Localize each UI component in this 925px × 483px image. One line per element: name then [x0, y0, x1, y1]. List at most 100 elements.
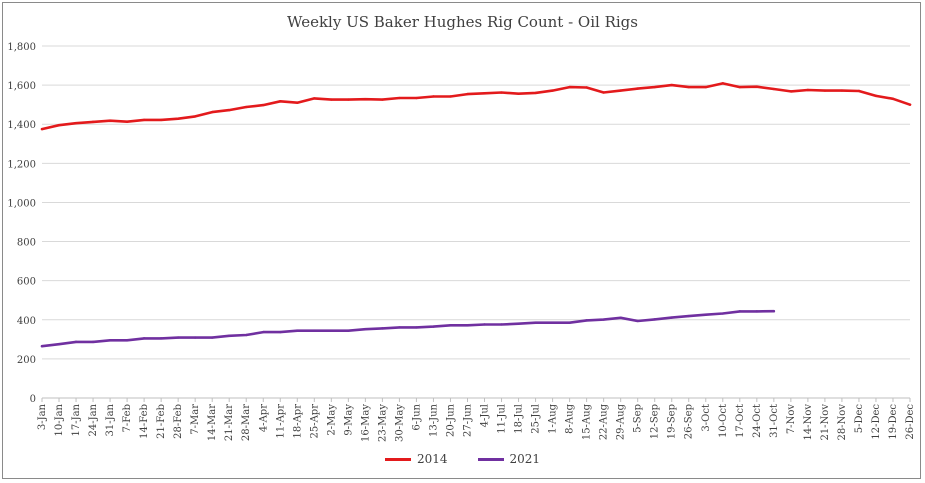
y-tick-label: 800 — [17, 238, 36, 249]
x-tick-label: 31-Jan — [105, 403, 116, 436]
data-point-2021 — [245, 333, 248, 337]
data-point-2014 — [415, 96, 418, 100]
x-tick-label: 10-Jan — [54, 403, 65, 436]
data-point-2021 — [142, 337, 146, 340]
x-tick-label: 19-Sep — [667, 404, 678, 439]
data-point-2014 — [40, 127, 44, 131]
data-point-2021 — [108, 339, 112, 342]
data-point-2014 — [670, 83, 673, 87]
x-tick-label: 14-Nov — [803, 404, 814, 441]
x-tick-label: 4-Apr — [258, 404, 269, 432]
x-tick-label: 8-Aug — [565, 403, 576, 433]
data-point-2014 — [721, 82, 724, 85]
data-point-2021 — [602, 318, 605, 321]
x-tick-label: 18-Apr — [292, 404, 303, 439]
x-tick-label: 23-May — [377, 404, 388, 442]
x-tick-label: 7-Feb — [122, 404, 133, 432]
data-point-2014 — [755, 85, 759, 88]
data-point-2021 — [279, 330, 282, 334]
x-tick-label: 26-Dec — [905, 404, 916, 440]
data-point-2014 — [108, 119, 112, 122]
data-point-2021 — [330, 329, 333, 332]
data-point-2014 — [74, 122, 78, 125]
legend-item-2014[interactable]: 2014 — [384, 452, 448, 466]
x-tick-label: 5-Dec — [854, 404, 865, 434]
x-tick-label: 4-Jul — [480, 404, 491, 427]
x-tick-label: 10-Oct — [718, 404, 729, 438]
data-point-2021 — [364, 327, 367, 331]
data-point-2014 — [210, 110, 214, 114]
data-point-2021 — [57, 343, 61, 346]
data-point-2021 — [415, 326, 418, 329]
data-point-2014 — [772, 87, 776, 91]
data-point-2014 — [228, 108, 231, 112]
y-tick-label: 0 — [30, 394, 36, 405]
data-point-2021 — [585, 319, 588, 322]
data-point-2014 — [347, 98, 350, 101]
y-tick-label: 1,800 — [7, 42, 36, 53]
x-tick-label: 12-Sep — [650, 404, 661, 439]
x-tick-label: 16-May — [360, 404, 371, 442]
data-point-2014 — [636, 87, 639, 90]
data-point-2014 — [602, 91, 605, 94]
data-point-2014 — [874, 94, 878, 98]
data-point-2014 — [619, 89, 622, 92]
data-point-2021 — [534, 321, 537, 324]
data-point-2014 — [789, 90, 793, 93]
data-point-2014 — [840, 89, 844, 92]
x-tick-label: 22-Aug — [599, 403, 610, 440]
legend-item-2021[interactable]: 2021 — [477, 452, 541, 466]
data-point-2021 — [500, 323, 503, 326]
x-tick-label: 12-Dec — [871, 404, 882, 440]
legend-swatch-2021 — [477, 457, 504, 461]
x-tick-label: 18-Jul — [514, 404, 525, 434]
y-tick-label: 200 — [17, 355, 36, 366]
data-point-2014 — [330, 98, 333, 101]
data-point-2014 — [398, 96, 401, 100]
data-point-2021 — [653, 318, 656, 321]
x-tick-label: 29-Aug — [616, 403, 627, 440]
line-chart: 0 200 400 600 800 1,000 1,200 1,400 1,600 1,800 3-… — [7, 42, 916, 442]
data-point-2014 — [517, 92, 520, 95]
data-point-2021 — [176, 336, 180, 339]
data-point-2014 — [176, 117, 180, 120]
data-point-2021 — [296, 329, 299, 332]
series-line-2014 — [40, 82, 912, 131]
data-point-2014 — [159, 118, 163, 122]
x-tick-label: 5-Sep — [633, 404, 644, 433]
data-point-2021 — [704, 313, 707, 316]
x-tick-label: 21-Feb — [156, 404, 167, 439]
data-point-2014 — [364, 97, 367, 101]
data-point-2021 — [738, 310, 742, 313]
data-point-2021 — [755, 310, 759, 313]
x-tick-label: 11-Apr — [275, 404, 286, 439]
data-point-2021 — [262, 330, 265, 334]
x-tick-label: 21-Nov — [820, 404, 831, 441]
y-tick-label: 1,200 — [7, 159, 36, 170]
data-point-2014 — [432, 95, 435, 98]
x-tick-label: 9-May — [343, 404, 354, 436]
data-point-2021 — [91, 340, 95, 344]
data-point-2021 — [517, 322, 520, 325]
data-point-2014 — [551, 89, 554, 92]
data-point-2014 — [857, 89, 861, 93]
data-point-2014 — [142, 118, 146, 122]
data-point-2021 — [619, 316, 622, 320]
x-tick-label: 19-Dec — [888, 404, 899, 440]
x-tick-label: 14-Feb — [139, 404, 150, 439]
data-point-2014 — [891, 97, 895, 101]
data-point-2021 — [432, 325, 435, 328]
data-point-2014 — [193, 115, 197, 118]
x-tick-label: 25-Jul — [531, 404, 542, 434]
data-point-2014 — [568, 85, 571, 89]
data-point-2021 — [670, 316, 673, 319]
data-point-2021 — [381, 327, 384, 330]
legend-label-2021: 2021 — [509, 452, 541, 466]
series-line-2021 — [40, 309, 776, 348]
x-tick-label: 28-Feb — [173, 404, 184, 439]
data-point-2021 — [210, 336, 214, 339]
x-tick-label: 14-Mar — [207, 404, 218, 441]
data-point-2014 — [296, 101, 299, 104]
x-tick-label: 26-Sep — [684, 404, 695, 439]
x-tick-label: 24-Jan — [88, 403, 99, 436]
